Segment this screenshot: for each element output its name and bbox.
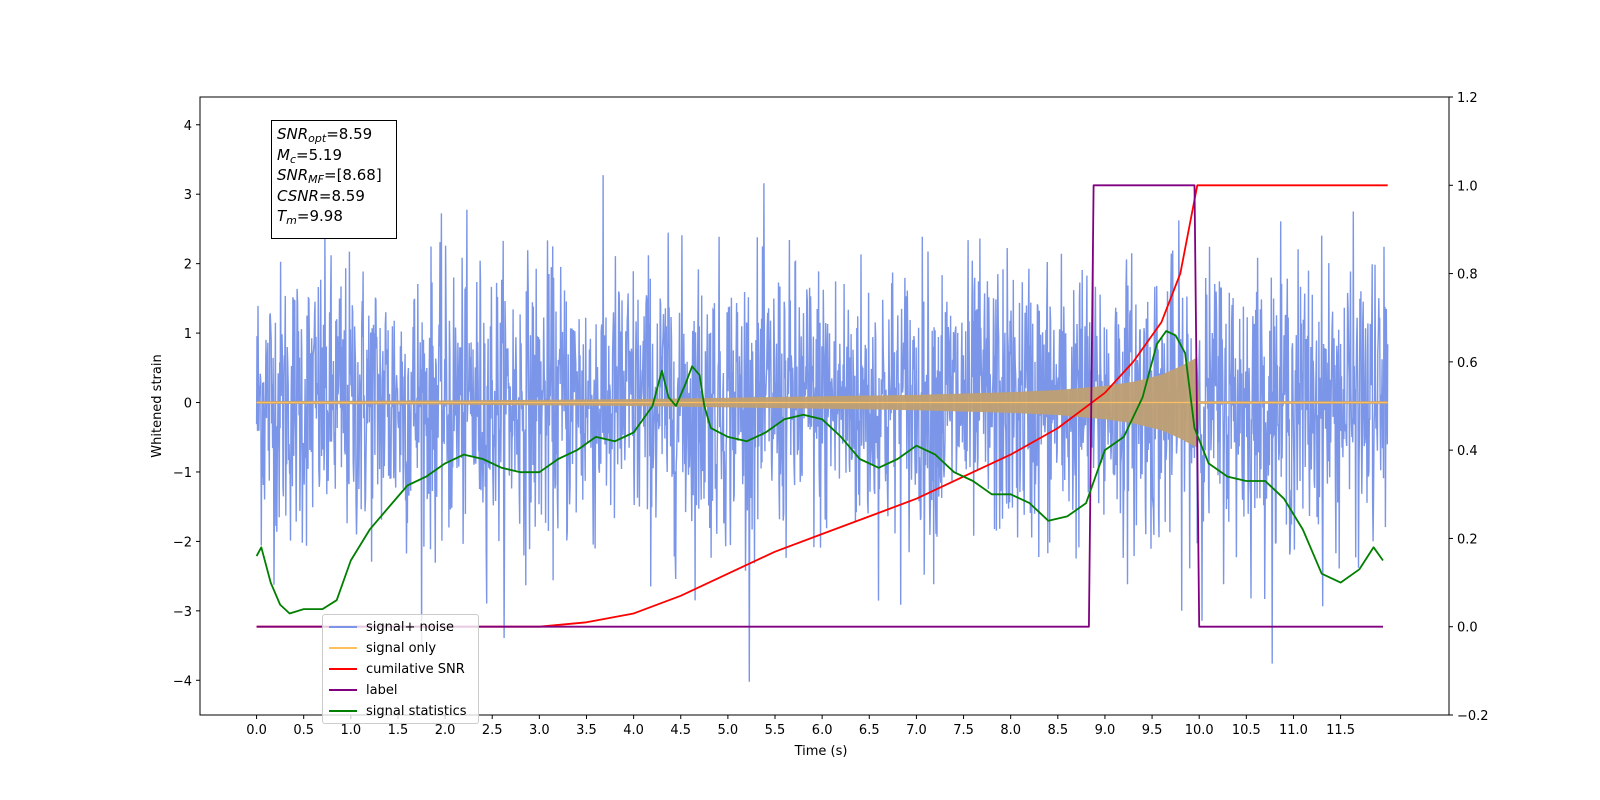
y2-axis-ticks: 1.2 1.0 0.8 0.6 0.4 0.2 0.0 −0.2 [1449, 91, 1489, 724]
y-tick-label: 3 [184, 188, 192, 203]
y-tick-label: −4 [173, 674, 192, 689]
legend-swatch-signal-only [329, 647, 357, 649]
x-tick-label: 2.5 [482, 723, 503, 738]
x-tick-label: 7.5 [953, 723, 974, 738]
cumilative-snr-line [256, 184, 1388, 628]
csnr-symbol: CSNR [277, 186, 319, 205]
signal-noise-line [255, 175, 1389, 682]
y-tick-label: −2 [173, 535, 192, 550]
legend: signal+ noise signal only cumilative SNR… [322, 614, 479, 724]
y-tick-label: −1 [173, 466, 192, 481]
tm-value: =9.98 [296, 207, 343, 225]
x-tick-label: 10.5 [1232, 723, 1261, 738]
legend-label-signal-noise: signal+ noise [366, 619, 455, 635]
y-tick-label: 0 [184, 397, 192, 412]
y-axis-label: Whitened strain [150, 354, 165, 457]
snr-opt-subscript: opt [308, 132, 327, 145]
mc-subscript: c [289, 152, 297, 166]
legend-item-cumulative-snr: cumilative SNR [329, 660, 465, 678]
y2-tick-label: 0.8 [1457, 268, 1478, 283]
tm-subscript: m [286, 214, 297, 227]
csnr-annotation: CSNR=8.59 [277, 186, 396, 207]
x-tick-label: 3.0 [529, 723, 550, 738]
y2-tick-label: 0.0 [1457, 621, 1478, 636]
legend-label-cumulative-snr: cumilative SNR [366, 661, 465, 677]
x-tick-label: 10.0 [1185, 723, 1214, 738]
x-tick-label: 5.5 [765, 723, 786, 738]
x-tick-label: 4.5 [670, 723, 691, 738]
legend-item-signal-statistics: signal statistics [329, 702, 467, 720]
x-tick-label: 6.5 [859, 723, 880, 738]
tm-symbol: T [277, 207, 287, 225]
legend-swatch-label [329, 689, 357, 691]
x-axis-label: Time (s) [794, 744, 848, 759]
x-tick-label: 11.0 [1279, 723, 1308, 738]
csnr-value: =8.59 [318, 186, 365, 205]
y2-tick-label: 0.2 [1457, 532, 1478, 547]
annotation-box: SNRopt=8.59 Mc=5.19 SNRMF=[8.68] CSNR=8.… [271, 120, 397, 239]
x-tick-label: 5.0 [718, 723, 739, 738]
line-series-group [255, 184, 1388, 628]
x-tick-label: 9.5 [1142, 723, 1163, 738]
legend-item-signal-noise: signal+ noise [329, 618, 454, 636]
y-tick-label: −3 [173, 605, 192, 620]
x-tick-label: 4.0 [623, 723, 644, 738]
snr-mf-annotation: SNRMF=[8.68] [277, 165, 396, 186]
signal-only-series [256, 357, 1388, 448]
mc-annotation: Mc=5.19 [277, 145, 396, 166]
y2-tick-label: 1.2 [1457, 91, 1478, 106]
snr-opt-symbol: SNR [277, 125, 309, 143]
x-tick-label: 8.0 [1000, 723, 1021, 738]
legend-label-signal-only: signal only [366, 640, 437, 656]
legend-swatch-signal-statistics [329, 710, 357, 712]
y2-tick-label: 0.4 [1457, 444, 1478, 459]
x-tick-label: 2.0 [435, 723, 456, 738]
x-tick-label: 1.0 [340, 723, 361, 738]
y-tick-label: 2 [184, 258, 192, 273]
noise-series [255, 175, 1389, 682]
snr-mf-symbol: SNR [277, 166, 309, 184]
tm-annotation: Tm=9.98 [277, 206, 396, 227]
legend-swatch-cumulative-snr [329, 668, 357, 670]
plot-frame [199, 96, 1450, 716]
y2-tick-label: 1.0 [1457, 179, 1478, 194]
legend-item-label: label [329, 681, 397, 699]
snr-mf-subscript: MF [308, 173, 324, 186]
x-tick-label: 7.0 [906, 723, 927, 738]
x-tick-label: 3.5 [576, 723, 597, 738]
mc-symbol: M [277, 145, 290, 164]
legend-swatch-signal-noise [329, 626, 357, 628]
x-tick-label: 8.5 [1047, 723, 1068, 738]
snr-opt-value: =8.59 [326, 125, 373, 143]
legend-label-label: label [366, 682, 398, 698]
y2-tick-label: 0.6 [1457, 356, 1478, 371]
y-tick-label: 4 [184, 119, 192, 134]
y-axis-ticks: 4 3 2 1 0 −1 −2 −3 −4 [173, 119, 200, 689]
x-tick-label: 6.0 [812, 723, 833, 738]
snr-opt-annotation: SNRopt=8.59 [277, 124, 396, 145]
mc-value: =5.19 [296, 145, 342, 164]
legend-label-signal-statistics: signal statistics [366, 703, 467, 719]
x-tick-label: 9.0 [1095, 723, 1116, 738]
legend-item-signal-only: signal only [329, 639, 436, 657]
x-tick-label: 11.5 [1326, 723, 1355, 738]
x-tick-label: 0.5 [293, 723, 314, 738]
signal-statistics-line [255, 330, 1384, 615]
y2-tick-label: −0.2 [1457, 709, 1489, 724]
y-tick-label: 1 [184, 327, 192, 342]
snr-mf-value: =[8.68] [324, 166, 382, 184]
x-tick-label: 1.5 [388, 723, 409, 738]
x-tick-label: 0.0 [246, 723, 267, 738]
label-line [256, 184, 1383, 628]
x-axis-ticks: 0.0 0.5 1.0 1.5 2.0 2.5 3.0 3.5 4.0 4.5 5.0 5.5 6.0 6… [246, 715, 1355, 738]
